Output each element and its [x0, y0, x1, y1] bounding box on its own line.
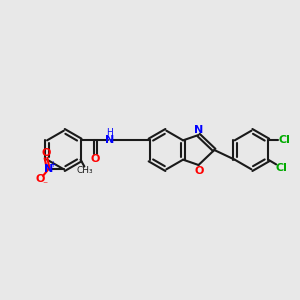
Text: O: O	[41, 148, 51, 158]
Text: O: O	[194, 166, 204, 176]
Text: O: O	[91, 154, 100, 164]
Text: ⁻: ⁻	[43, 180, 48, 190]
Text: N: N	[194, 124, 203, 135]
Text: H: H	[106, 128, 113, 137]
Text: +: +	[49, 160, 56, 169]
Text: CH₃: CH₃	[76, 167, 93, 176]
Text: O: O	[35, 174, 45, 184]
Text: N: N	[44, 164, 53, 174]
Text: Cl: Cl	[279, 135, 290, 145]
Text: Cl: Cl	[275, 163, 287, 173]
Text: N: N	[105, 135, 114, 145]
